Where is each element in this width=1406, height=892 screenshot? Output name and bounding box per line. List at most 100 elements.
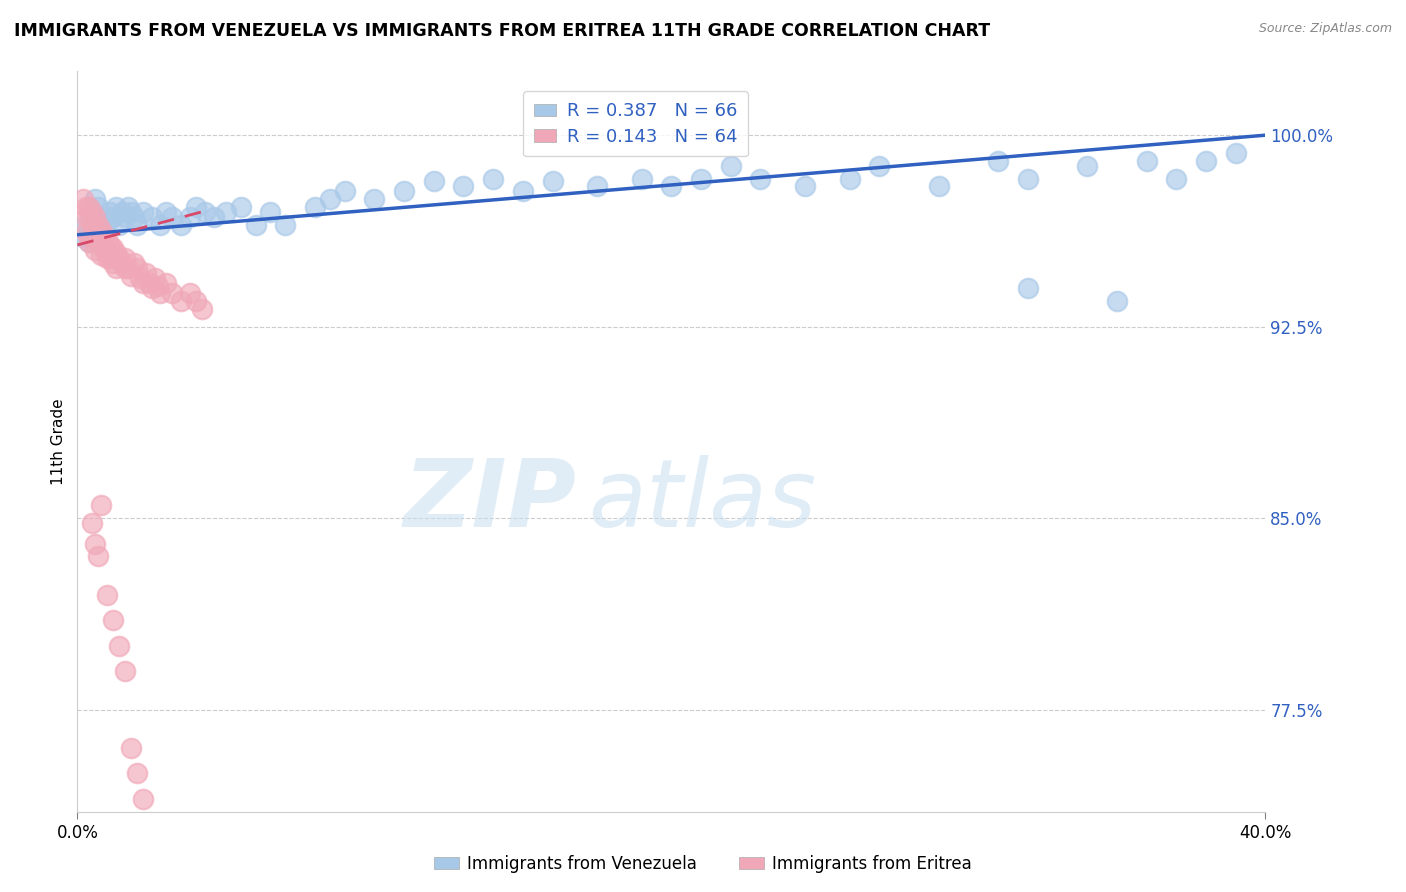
Point [135,266,157,280]
Point [125,218,148,232]
Point [72,192,94,206]
Point [143,271,166,285]
Point [72,230,94,244]
Point [84,225,107,239]
Point [155,204,177,219]
Point [122,210,145,224]
Point [392,185,415,199]
Point [170,218,193,232]
Point [90,210,112,224]
Point [170,294,193,309]
Point [482,171,505,186]
Point [82,218,104,232]
Text: Source: ZipAtlas.com: Source: ZipAtlas.com [1258,22,1392,36]
Point [101,240,124,254]
Point [179,286,201,301]
Point [82,204,104,219]
Point [149,218,172,232]
Point [155,277,177,291]
Point [96,588,118,602]
Point [114,251,136,265]
Point [90,499,112,513]
Point [114,665,136,679]
Point [720,159,742,173]
Point [987,153,1010,168]
Point [104,245,127,260]
Point [131,204,153,219]
Point [453,179,475,194]
Point [162,210,184,224]
Point [96,245,118,260]
Point [333,185,356,199]
Point [104,260,127,275]
Point [98,238,121,252]
Point [93,240,115,254]
Point [82,204,104,219]
Point [82,225,104,239]
Point [186,200,208,214]
Point [149,286,172,301]
Point [90,235,112,250]
Point [84,243,107,257]
Point [101,256,124,270]
Point [75,210,97,224]
Point [75,200,97,214]
Point [162,286,184,301]
Point [84,210,107,224]
Point [108,218,131,232]
Point [114,210,136,224]
Point [1105,294,1128,309]
Point [111,256,134,270]
Point [87,230,110,244]
Point [104,200,127,214]
Point [794,179,817,194]
Point [101,210,124,224]
Point [1017,171,1039,186]
Point [363,192,385,206]
Point [128,271,150,285]
Point [274,218,297,232]
Point [84,192,107,206]
Point [512,185,534,199]
Point [690,171,713,186]
Point [87,218,110,232]
Point [586,179,609,194]
Point [96,251,118,265]
Point [120,204,142,219]
Point [1135,153,1157,168]
Point [120,740,142,755]
Point [96,215,118,229]
Point [304,200,326,214]
Point [82,230,104,244]
Point [749,171,772,186]
Point [141,281,163,295]
Point [90,222,112,236]
Point [229,200,252,214]
Point [117,200,139,214]
Point [259,204,281,219]
Point [84,536,107,550]
Text: atlas: atlas [588,455,817,546]
Point [1166,171,1188,186]
Point [108,639,131,653]
Point [138,277,160,291]
Point [319,192,342,206]
Point [1225,146,1247,161]
Point [422,174,444,188]
Point [928,179,950,194]
Point [108,251,131,265]
Point [191,301,214,316]
Point [122,256,145,270]
Point [98,204,121,219]
Point [87,549,110,564]
Point [87,218,110,232]
Point [131,277,153,291]
Point [120,268,142,283]
Point [541,174,564,188]
Point [194,204,217,219]
Point [77,200,100,214]
Point [98,251,121,265]
Point [75,225,97,239]
Point [90,248,112,262]
Point [77,235,100,250]
